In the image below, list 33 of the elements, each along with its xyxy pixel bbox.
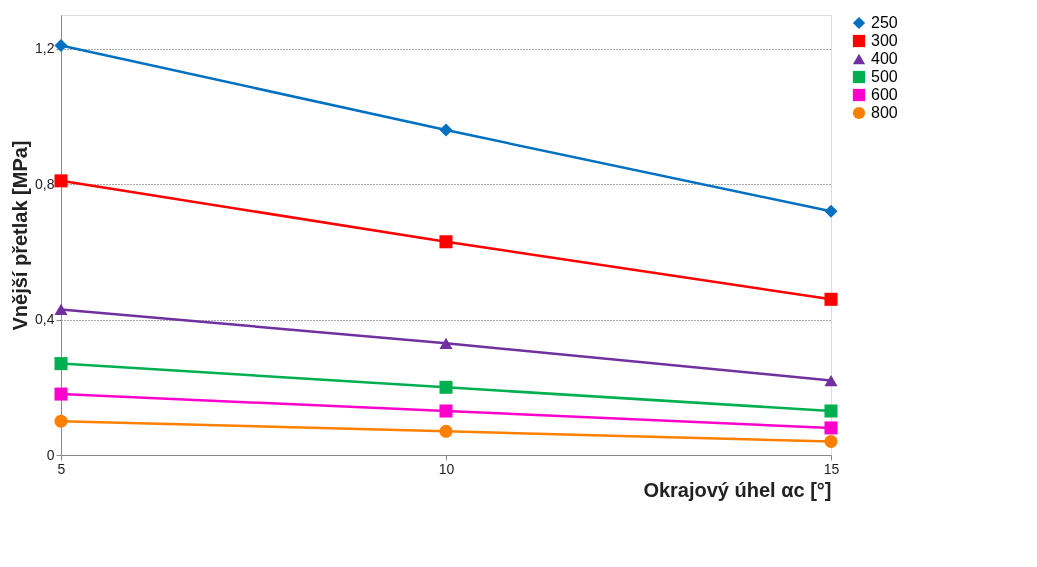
x-axis-title: Okrajový úhel αc [°] bbox=[643, 478, 832, 501]
point bbox=[439, 404, 453, 418]
legend-label: 250 bbox=[871, 14, 898, 31]
y-axis-title: Vnější přetlak [MPa] bbox=[9, 140, 32, 331]
y-tick-label: 0,8 bbox=[35, 175, 55, 192]
point bbox=[54, 38, 68, 52]
x-tick-label: 10 bbox=[438, 460, 455, 477]
point bbox=[54, 414, 68, 428]
point bbox=[824, 421, 838, 435]
y-tick-label: 0,4 bbox=[35, 311, 55, 328]
point bbox=[824, 404, 838, 418]
y-tick-label: 1,2 bbox=[35, 40, 55, 57]
point bbox=[824, 292, 838, 306]
point bbox=[824, 374, 838, 387]
legend-label: 300 bbox=[871, 32, 898, 49]
point bbox=[824, 204, 838, 218]
legend-label: 400 bbox=[871, 50, 898, 67]
y-tick-label: 0 bbox=[46, 446, 55, 463]
x-tick-label: 5 bbox=[57, 460, 66, 477]
point bbox=[439, 337, 453, 349]
point bbox=[439, 123, 453, 137]
legend-label: 500 bbox=[871, 68, 898, 85]
point bbox=[439, 424, 453, 438]
point bbox=[54, 174, 68, 188]
point bbox=[824, 434, 838, 448]
point bbox=[439, 380, 453, 394]
point bbox=[54, 387, 68, 401]
legend-label: 600 bbox=[871, 86, 898, 103]
x-tick-label: 15 bbox=[823, 460, 840, 477]
point bbox=[54, 303, 68, 316]
point bbox=[54, 357, 68, 371]
point bbox=[439, 235, 453, 249]
legend-label: 800 bbox=[871, 104, 898, 121]
